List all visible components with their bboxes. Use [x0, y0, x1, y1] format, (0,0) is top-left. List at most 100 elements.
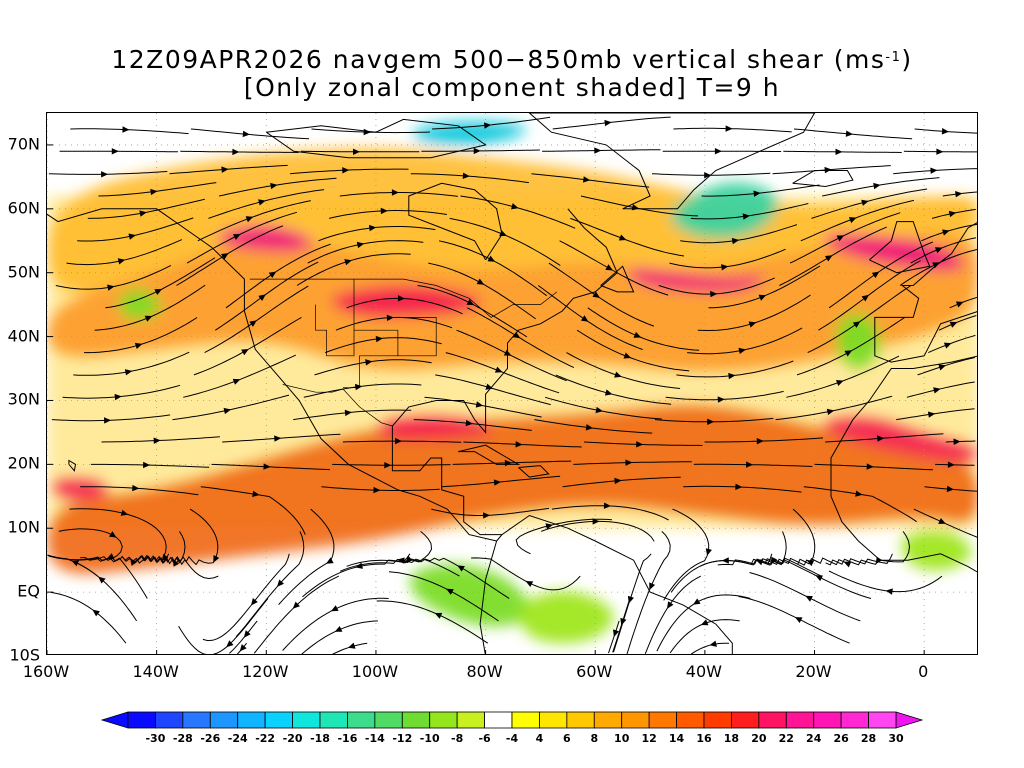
streamline-arrow-86: [475, 401, 484, 408]
coastline-10: [458, 444, 521, 465]
streamline-arrow-39: [592, 518, 600, 525]
streamline-158: [460, 195, 576, 229]
streamline-185: [793, 128, 913, 140]
streamline-arrow-41: [755, 559, 764, 566]
streamline-arrow-159: [631, 204, 640, 211]
streamline-arrow-34: [843, 561, 852, 568]
colorbar-level-label: 8: [590, 732, 599, 745]
streamline-arrow-23: [405, 555, 413, 563]
streamline-64: [693, 463, 813, 467]
streamline-arrow-181: [363, 128, 371, 136]
streamline-7: [229, 620, 258, 654]
streamline-19: [764, 558, 872, 599]
coastline-9: [501, 514, 733, 654]
colorbar-level-label: 12: [641, 732, 657, 745]
coastline-7: [830, 355, 977, 573]
map-frame: [46, 112, 978, 655]
streamline-101: [325, 337, 442, 354]
streamline-arrow-176: [714, 147, 722, 155]
lon-tick-label: 20W: [795, 662, 832, 681]
colorbar-swatch-11: [429, 711, 458, 729]
colorbar-level-label: -14: [364, 732, 385, 745]
streamline-159: [580, 195, 699, 217]
streamline-arrow-156: [270, 182, 278, 190]
streamline-140: [197, 200, 311, 242]
colorbar-swatch-22: [731, 711, 760, 729]
colorbar-level-label: -10: [419, 732, 440, 745]
lat-tick-label: 30N: [7, 389, 40, 409]
streamline-arrow-140: [245, 216, 254, 223]
streamline-172: [180, 150, 299, 153]
streamline-arrow-71: [636, 441, 644, 448]
streamline-99: [84, 317, 198, 354]
shear-band-5: [823, 234, 964, 271]
streamline-105: [807, 285, 912, 354]
streamline-157: [339, 192, 458, 197]
streamline-171: [59, 150, 179, 153]
lon-tick-label: 120W: [242, 662, 289, 681]
streamline-arrow-67: [153, 437, 161, 444]
streamline-arrow-77: [344, 409, 352, 417]
streamline-arrow-96: [728, 372, 736, 380]
streamline-arrow-70: [515, 441, 523, 448]
streamline-arrow-55: [614, 477, 622, 485]
streamline-68: [222, 433, 341, 443]
streamline-arrow-132: [233, 234, 241, 240]
colorbar-level-label: -20: [282, 732, 303, 745]
colorbar-level-label: 26: [833, 732, 849, 745]
streamline-arrow-119: [633, 331, 642, 338]
streamline-arrow-76: [223, 407, 232, 415]
streamline-98: [917, 357, 976, 376]
title-end: ): [901, 45, 913, 74]
coastline-3: [528, 113, 816, 210]
streamline-arrow-115: [154, 289, 163, 295]
coastline-11: [518, 465, 550, 478]
streamline-84: [183, 354, 297, 398]
streamline-arrow-104: [738, 347, 746, 355]
streamline-arrow-31: [545, 523, 553, 530]
coastline-0: [47, 208, 497, 542]
colorbar-swatch-12: [456, 711, 485, 729]
streamline-35: [58, 528, 123, 561]
streamline-arrow-42: [875, 556, 883, 565]
streamline-arrow-93: [365, 359, 373, 366]
streamline-arrow-51: [132, 484, 140, 492]
streamline-132: [186, 211, 298, 264]
streamline-arrow-78: [465, 419, 473, 427]
streamline-arrow-65: [866, 463, 874, 470]
streamline-54: [441, 475, 561, 488]
colorbar-level-label: -26: [200, 732, 221, 745]
colorbar-level-label: 10: [614, 732, 630, 745]
lat-tick-label: 10S: [9, 645, 40, 665]
streamline-arrow-124: [221, 253, 229, 260]
streamline-arrow-151: [618, 234, 627, 241]
streamline-arrow-122: [955, 301, 964, 308]
streamline-arrows: [71, 119, 964, 652]
streamline-arrow-116: [268, 271, 277, 279]
streamline-arrow-128: [710, 290, 718, 298]
streamline-165: [290, 168, 409, 175]
streamline-43: [69, 508, 167, 558]
streamline-81: [775, 395, 893, 421]
streamline-arrow-120: [758, 294, 767, 301]
colorbar-level-label: -8: [451, 732, 464, 745]
colorbar-high-arrow: [895, 711, 924, 729]
colorbar-swatch-23: [758, 711, 787, 729]
streamline-arrow-92: [241, 349, 249, 356]
streamline-83: [62, 384, 181, 399]
streamline-138: [910, 237, 977, 264]
streamline-arrow-109: [386, 314, 394, 322]
streamline-85: [303, 383, 422, 398]
streamline-31: [515, 518, 612, 555]
streamline-arrow-5: [794, 617, 803, 624]
colorbar-level-label: -4: [505, 732, 519, 745]
streamline-arrow-19: [815, 575, 823, 582]
streamline-arrow-180: [242, 130, 250, 138]
coastlines: [47, 113, 977, 654]
lon-tick-label: 160W: [22, 662, 70, 681]
streamline-arrow-105: [852, 321, 861, 328]
streamline-145: [800, 199, 915, 242]
streamline-116: [225, 243, 331, 309]
streamline-66: [935, 463, 975, 466]
streamline-174: [421, 149, 540, 152]
